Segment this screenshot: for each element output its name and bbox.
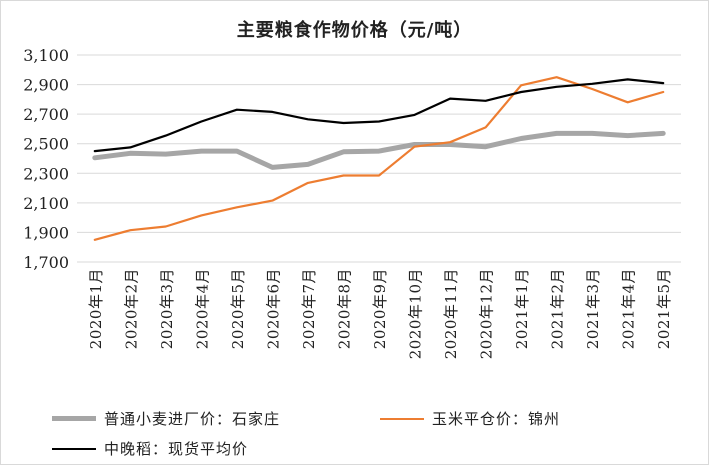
series-lines (92, 76, 666, 241)
legend-label-corn: 玉米平仓价：锦州 (432, 410, 561, 428)
x-tick-label: 2020年8月 (335, 268, 353, 349)
x-tick-label: 2021年3月 (584, 268, 602, 349)
legend-item-rice: 中晚稻：现货平均价 (52, 438, 248, 459)
x-tick-label: 2021年5月 (655, 268, 673, 349)
x-tick-label: 2021年2月 (549, 268, 567, 349)
series-line-2 (93, 78, 665, 153)
chart-title: 主要粮食作物价格（元/吨） (236, 20, 473, 41)
x-tick-label: 2020年12月 (478, 268, 496, 359)
legend-swatch-corn (380, 417, 424, 420)
x-tick-label: 2020年3月 (158, 268, 176, 349)
x-tick-label: 2020年9月 (371, 268, 389, 349)
x-tick-label: 2020年1月 (87, 268, 105, 349)
x-tick-label: 2020年5月 (229, 268, 247, 349)
y-tick-label: 3,100 (23, 46, 69, 65)
series-line-1 (93, 76, 665, 241)
legend-label-rice: 中晚稻：现货平均价 (104, 440, 249, 458)
y-tick-label: 2,900 (23, 76, 69, 95)
legend-label-wheat: 普通小麦进厂价：石家庄 (104, 410, 281, 428)
x-tick-label: 2020年11月 (442, 268, 460, 359)
x-tick-label: 2021年4月 (620, 268, 638, 349)
legend-item-wheat: 普通小麦进厂价：石家庄 (52, 408, 280, 429)
y-tick-label: 1,900 (23, 223, 69, 242)
y-tick-label: 2,700 (23, 105, 69, 124)
gridlines (77, 54, 681, 263)
y-axis-ticks: 1,700 1,900 2,100 2,300 2,500 2,700 2,900 3,100 (23, 46, 69, 272)
y-tick-label: 2,500 (23, 135, 69, 154)
x-tick-label: 2021年1月 (513, 268, 531, 349)
x-tick-label: 2020年6月 (264, 268, 282, 349)
legend-swatch-rice (52, 447, 96, 450)
y-tick-label: 2,300 (23, 164, 69, 183)
x-tick-label: 2020年4月 (193, 268, 211, 349)
series-line-0 (92, 130, 666, 170)
legend-item-corn: 玉米平仓价：锦州 (380, 408, 560, 429)
x-axis-ticks: 2020年1月 2020年2月 2020年3月 2020年4月 2020年5月 2020年… (87, 268, 673, 359)
y-tick-label: 2,100 (23, 194, 69, 213)
y-tick-label: 1,700 (23, 253, 69, 272)
legend-swatch-wheat (52, 416, 96, 421)
x-tick-label: 2020年7月 (300, 268, 318, 349)
x-tick-label: 2020年10月 (407, 268, 425, 359)
x-tick-label: 2020年2月 (122, 268, 140, 349)
